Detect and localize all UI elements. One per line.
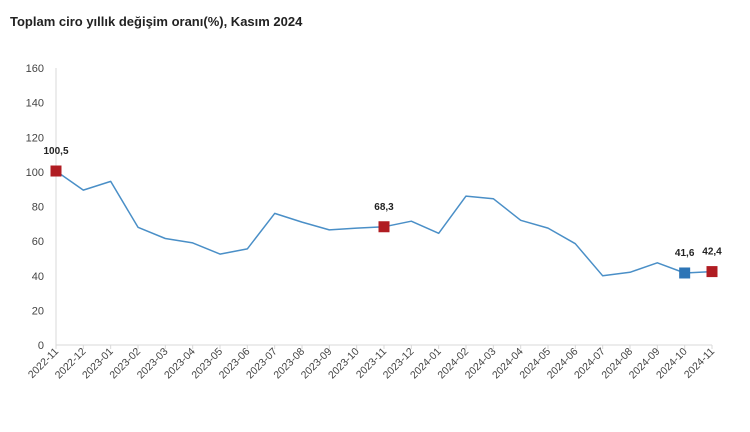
y-tick-label: 80 xyxy=(32,202,44,214)
data-label: 100,5 xyxy=(43,146,68,157)
data-point-marker xyxy=(706,266,718,278)
data-point-marker xyxy=(378,221,390,233)
y-tick-label: 140 xyxy=(26,98,44,110)
y-tick-label: 20 xyxy=(32,305,44,317)
y-tick-label: 0 xyxy=(38,340,44,352)
y-axis: 0 20 40 60 80 100 120 140 160 xyxy=(26,63,57,352)
y-tick-label: 60 xyxy=(32,236,44,248)
data-label: 42,4 xyxy=(702,247,722,258)
data-point-marker xyxy=(50,165,62,177)
x-axis: 2022-112022-122023-012023-022023-032023-… xyxy=(26,344,717,381)
data-label: 41,6 xyxy=(675,248,695,259)
y-tick-label: 40 xyxy=(32,271,44,283)
y-tick-label: 100 xyxy=(26,167,44,179)
x-tick-label: 2024-11 xyxy=(682,346,717,381)
data-label: 68,3 xyxy=(374,202,394,213)
y-tick-label: 120 xyxy=(26,132,44,144)
chart-title: Toplam ciro yıllık değişim oranı(%), Kas… xyxy=(10,14,303,29)
y-tick-label: 160 xyxy=(26,63,44,75)
marker-group: 100,5 68,3 41,6 42,4 xyxy=(43,146,722,279)
data-point-marker xyxy=(679,267,691,279)
